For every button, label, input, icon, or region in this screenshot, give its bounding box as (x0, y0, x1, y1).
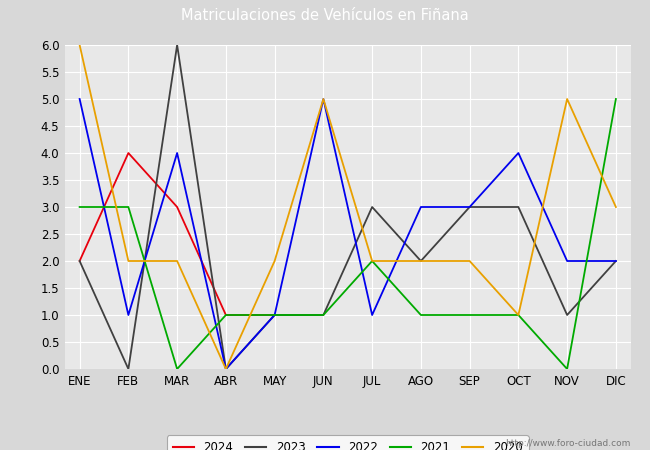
Text: http://www.foro-ciudad.com: http://www.foro-ciudad.com (505, 439, 630, 448)
Text: Matriculaciones de Vehículos en Fiñana: Matriculaciones de Vehículos en Fiñana (181, 8, 469, 23)
Legend: 2024, 2023, 2022, 2021, 2020: 2024, 2023, 2022, 2021, 2020 (167, 436, 528, 450)
